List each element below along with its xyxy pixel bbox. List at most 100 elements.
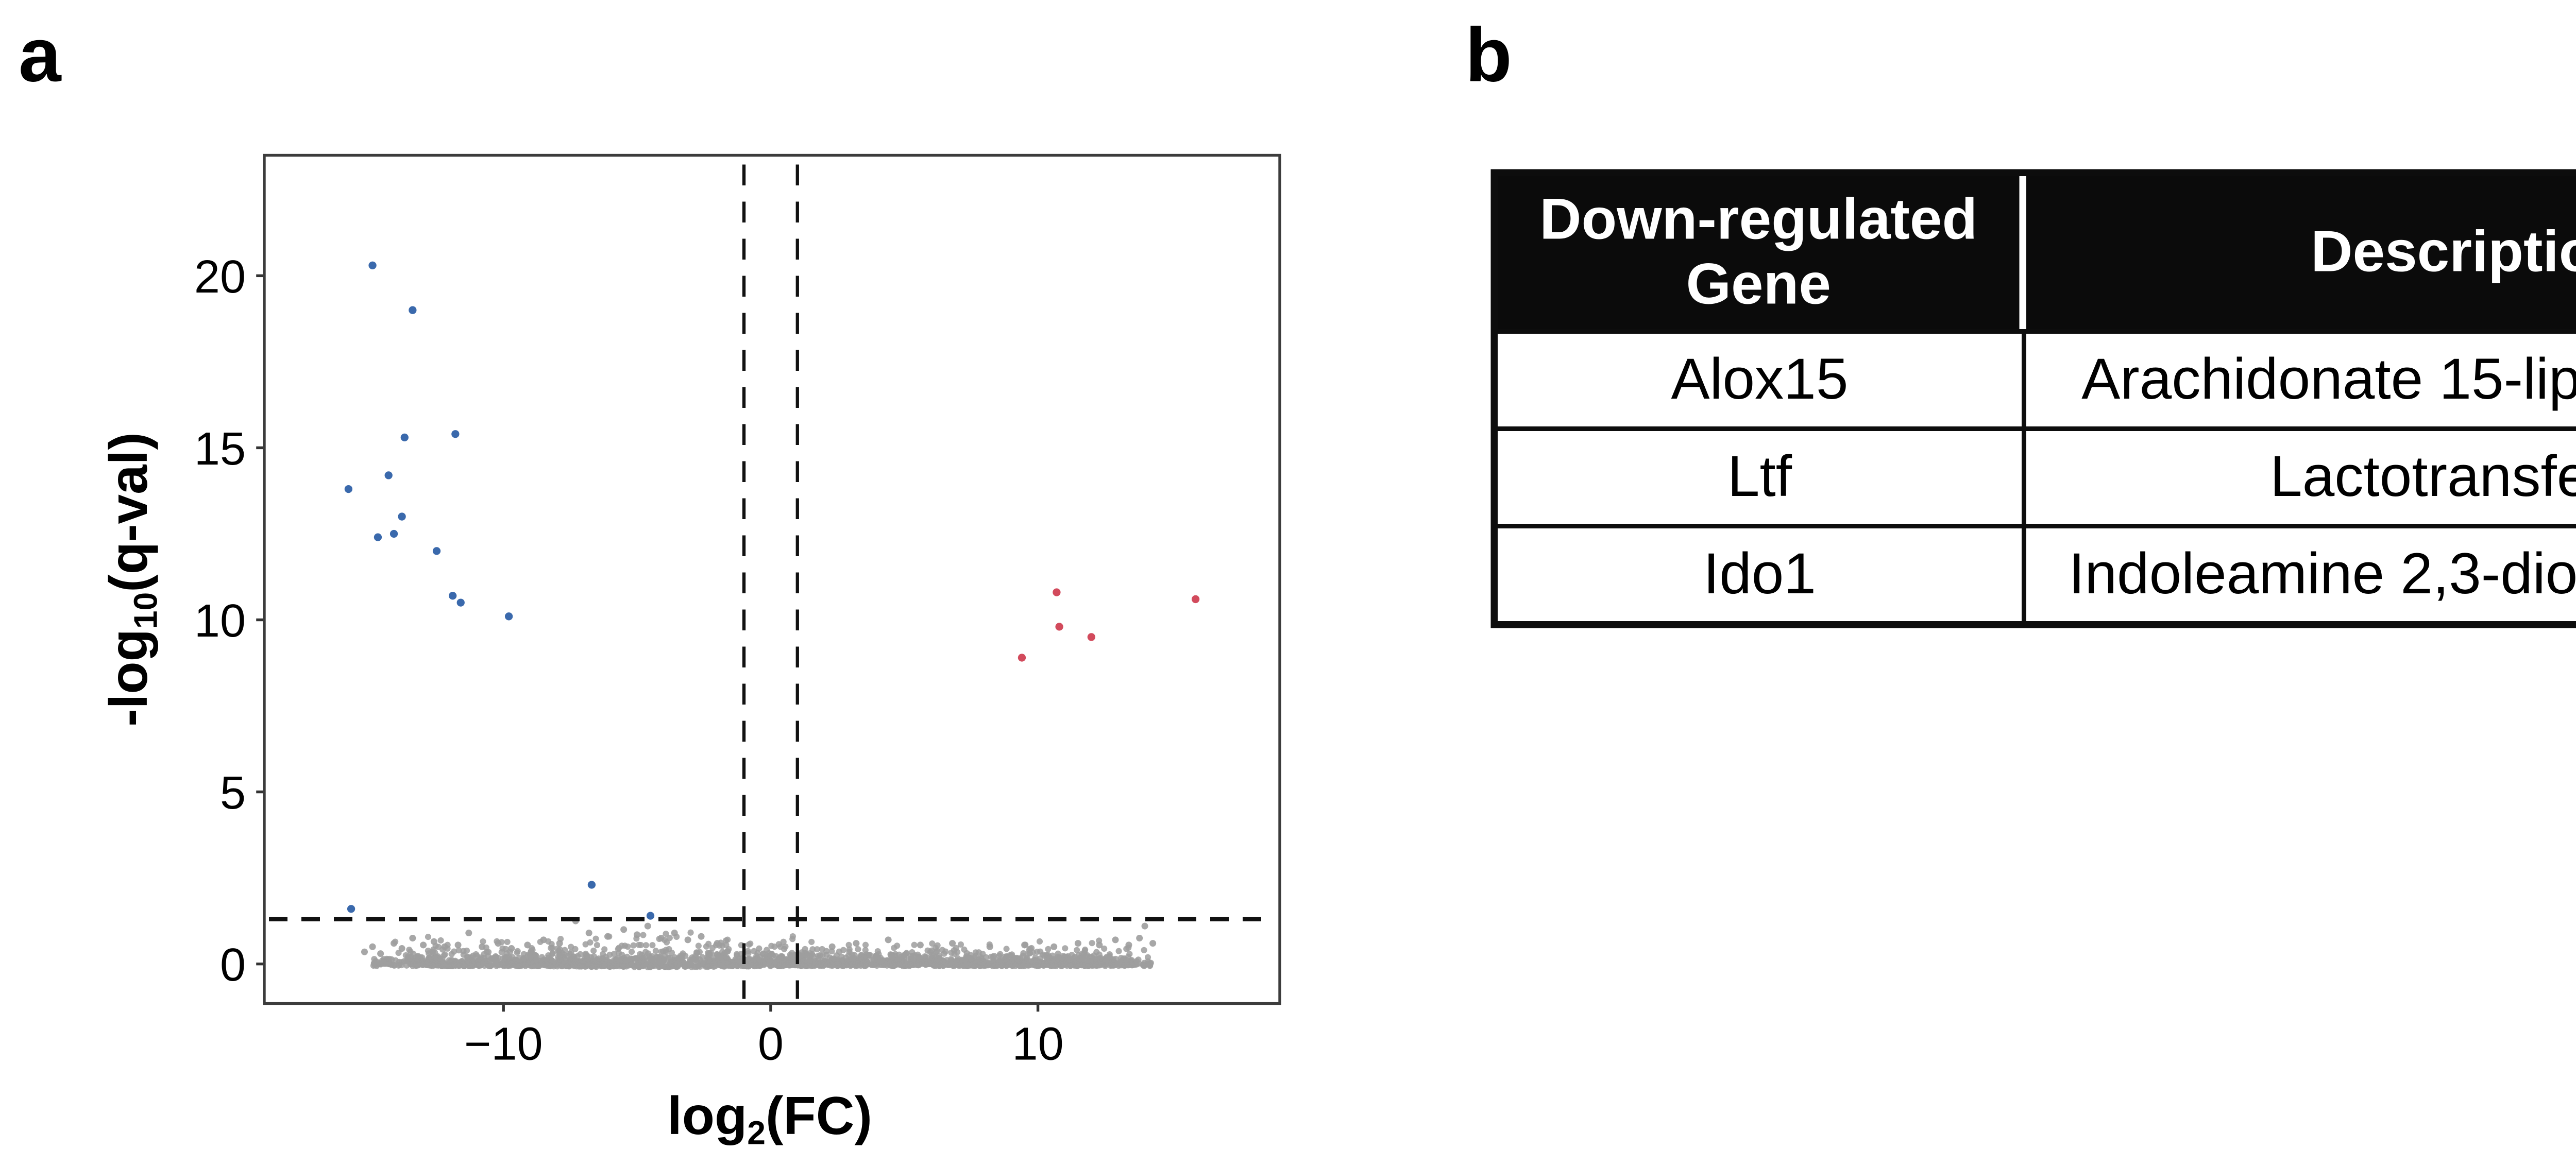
ns-point	[1134, 935, 1142, 942]
ns-point	[779, 946, 786, 952]
ns-point	[985, 943, 992, 950]
ns-point	[1088, 940, 1094, 947]
ns-point	[916, 941, 923, 949]
ns-point	[1109, 962, 1116, 969]
ns-point	[713, 940, 720, 947]
ns-point	[670, 929, 677, 937]
ns-point	[812, 946, 819, 953]
ns-point	[765, 956, 772, 963]
ns-point	[676, 953, 683, 959]
ns-point	[705, 956, 711, 963]
ns-point	[665, 935, 672, 941]
ns-point	[923, 947, 930, 954]
ns-point	[1035, 938, 1042, 945]
y-tick-label: 20	[193, 251, 245, 303]
ns-point	[1003, 958, 1009, 965]
ns-point	[941, 948, 948, 955]
ns-point	[406, 948, 413, 955]
ns-cloud	[369, 929, 1153, 970]
ns-point	[521, 963, 528, 969]
ns-point	[910, 959, 917, 967]
ns-point	[408, 935, 415, 942]
ns-point	[686, 961, 692, 968]
ns-point	[1099, 945, 1106, 952]
ns-point	[971, 949, 978, 956]
ns-point	[1019, 950, 1026, 956]
ns-point	[672, 958, 679, 965]
x-axis-title-sub: 2	[747, 1116, 766, 1154]
down-regulated-point	[372, 533, 381, 541]
ns-point	[627, 962, 634, 968]
gene-cell: Ido1	[1498, 524, 2026, 621]
ns-point	[1072, 947, 1079, 953]
down-regulated-point	[431, 547, 439, 555]
ns-point	[726, 958, 733, 965]
gene-cell: Ltf	[1498, 426, 2026, 524]
ns-point	[584, 929, 591, 937]
down-regulated-point	[397, 512, 405, 521]
ns-point	[723, 936, 730, 943]
ns-point	[975, 962, 981, 969]
ns-point	[503, 938, 510, 946]
ns-point	[490, 954, 497, 961]
ns-point	[433, 961, 440, 967]
ns-point	[902, 961, 909, 967]
ns-point	[639, 932, 646, 938]
ns-point	[541, 962, 548, 969]
y-axis-title-main: -log	[98, 629, 159, 727]
ns-point	[417, 961, 423, 968]
ns-point	[940, 962, 946, 968]
ns-point	[788, 933, 795, 940]
ns-point	[947, 940, 955, 947]
up-regulated-point	[1052, 588, 1060, 596]
gene-cell: Alox15	[1498, 329, 2026, 426]
ns-point	[641, 949, 648, 955]
y-axis-title-sub: 10	[129, 592, 166, 629]
ns-point	[963, 962, 971, 969]
down-regulated-point	[447, 592, 456, 600]
ns-point	[923, 958, 930, 965]
ns-point	[600, 946, 607, 953]
threshold-lines	[267, 164, 1274, 999]
ns-point	[600, 962, 607, 969]
ns-point	[620, 942, 627, 949]
ns-point	[988, 963, 995, 969]
ns-point	[767, 942, 774, 949]
y-tick-label: 0	[219, 939, 245, 991]
column-header-gene: Down-regulated Gene	[1498, 176, 2026, 329]
ns-point	[571, 946, 578, 952]
down-regulated-point	[346, 905, 354, 913]
x-axis-title: log2(FC)	[667, 1086, 872, 1154]
ns-point	[651, 948, 658, 954]
ns-point	[1060, 945, 1067, 952]
ns-point	[908, 949, 914, 956]
ns-point	[440, 943, 447, 950]
ns-point	[627, 949, 634, 955]
ns-point	[814, 955, 821, 962]
ns-point	[432, 954, 438, 961]
ns-point	[1060, 953, 1067, 960]
ns-point	[852, 940, 859, 947]
description-cell: Lactotransferrin	[2026, 426, 2576, 524]
ns-point	[360, 948, 367, 955]
ns-point	[698, 954, 705, 961]
ns-point	[820, 962, 827, 968]
ns-point	[1020, 941, 1027, 949]
ns-point	[507, 945, 514, 952]
ns-point	[774, 955, 781, 962]
ns-point	[902, 950, 908, 957]
ns-point	[798, 953, 805, 959]
ns-point	[484, 949, 490, 955]
ns-point	[426, 956, 433, 963]
ns-point	[859, 956, 866, 963]
ns-point	[1059, 960, 1065, 967]
ns-point	[389, 940, 396, 947]
ns-point	[469, 962, 476, 968]
ns-point	[609, 951, 616, 957]
ns-point	[1081, 953, 1088, 959]
ns-point	[662, 939, 669, 946]
ns-point	[1012, 961, 1019, 967]
ns-point	[884, 936, 891, 944]
ns-point	[477, 943, 485, 950]
